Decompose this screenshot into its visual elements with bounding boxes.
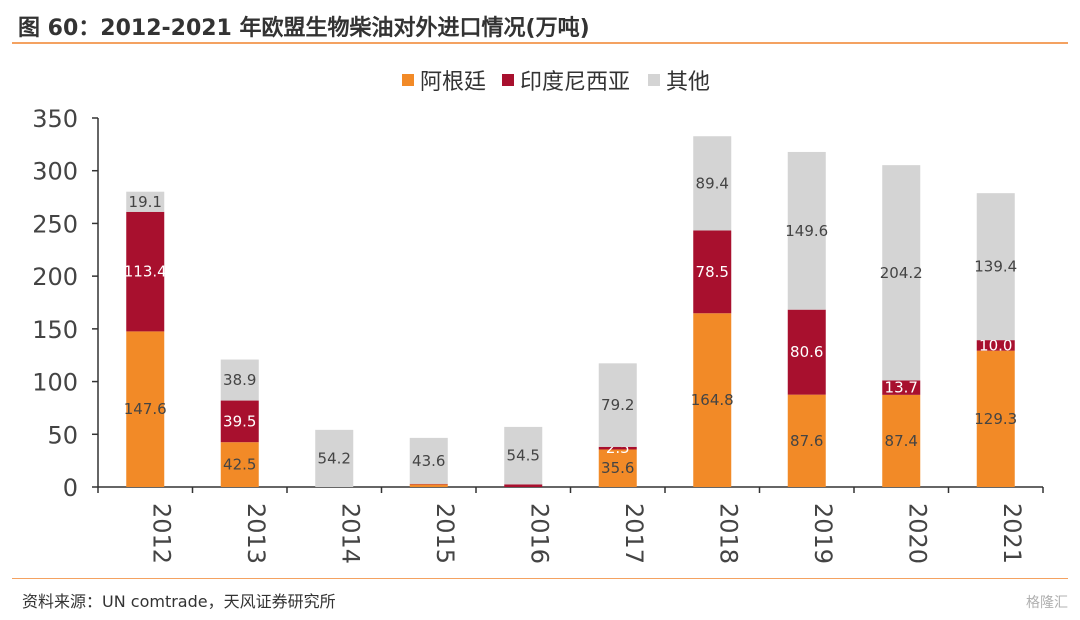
stacked-bar-chart: 0 50 100 150 200 250 300 350 147.6 113.4 19.1 2012 4…	[32, 105, 1044, 564]
y-tick-label: 150	[32, 316, 78, 344]
data-label: 87.4	[885, 432, 918, 450]
data-label: 80.6	[790, 343, 823, 361]
x-tick-label: 2013	[242, 503, 270, 564]
bar-segment	[504, 484, 543, 487]
watermark: 格隆汇	[1026, 595, 1068, 611]
x-tick-label: 2021	[998, 503, 1026, 564]
bar-segment	[504, 426, 543, 485]
data-label: 164.8	[691, 391, 734, 409]
legend-swatch-indonesia	[502, 74, 514, 86]
legend-item-argentina: 阿根廷	[402, 64, 486, 96]
bar-segment	[882, 394, 921, 487]
bar-segment	[693, 313, 732, 487]
legend-label-argentina: 阿根廷	[420, 70, 487, 95]
bar-segment	[976, 350, 1015, 487]
bar-segment	[598, 449, 637, 487]
y-tick-label: 0	[63, 474, 78, 502]
bar-segment	[220, 400, 259, 443]
data-label: 38.9	[223, 371, 256, 389]
legend-label-other: 其他	[666, 70, 711, 95]
legend-swatch-argentina	[402, 74, 414, 86]
bar-segment	[315, 429, 354, 487]
data-label: 129.3	[974, 410, 1017, 428]
x-tick-label: 2014	[336, 503, 364, 564]
x-tick-label: 2012	[147, 503, 175, 564]
bar-segment	[787, 151, 826, 310]
data-label: 13.7	[885, 379, 918, 397]
bar-segment	[787, 394, 826, 487]
data-label: 54.5	[507, 447, 540, 465]
x-tick-label: 2019	[809, 503, 837, 564]
y-tick-label: 100	[32, 369, 78, 397]
legend-swatch-other	[648, 74, 660, 86]
bar-segment	[126, 191, 165, 212]
bar-segment	[598, 446, 637, 450]
footer-divider	[12, 578, 1068, 579]
data-label: 19.1	[129, 193, 162, 211]
source-note: 资料来源：UN comtrade，天风证券研究所	[22, 592, 336, 611]
x-tick-label: 2015	[431, 503, 459, 564]
figure-title: 图 60：2012-2021 年欧盟生物柴油对外进口情况(万吨)	[18, 16, 590, 41]
title-divider	[12, 42, 1068, 44]
bar-segment	[976, 340, 1015, 351]
x-tick-label: 2017	[620, 503, 648, 564]
data-label: 78.5	[696, 263, 729, 281]
data-label: 79.2	[601, 396, 634, 414]
data-label: 113.4	[124, 263, 167, 281]
legend-item-other: 其他	[648, 64, 710, 96]
data-label: 54.2	[318, 449, 351, 467]
bar-segment	[976, 193, 1015, 341]
data-label: 147.6	[124, 400, 167, 418]
legend-item-indonesia: 印度尼西亚	[502, 64, 630, 96]
bar-segment	[409, 483, 448, 485]
bar-segment	[882, 380, 921, 395]
y-tick-label: 350	[32, 105, 78, 133]
bar-segment	[598, 363, 637, 447]
data-label: 149.6	[785, 222, 828, 240]
y-tick-label: 200	[32, 263, 78, 291]
bar-segment	[220, 359, 259, 401]
bar-segment	[220, 442, 259, 487]
data-label: 204.2	[880, 264, 923, 282]
data-label: 43.6	[412, 452, 445, 470]
x-tick-label: 2018	[714, 503, 742, 564]
x-tick-label: 2016	[525, 503, 553, 564]
bar-segment	[126, 331, 165, 487]
data-label: 87.6	[790, 432, 823, 450]
data-label: 35.6	[601, 459, 634, 477]
bar-segment	[787, 309, 826, 395]
data-label: 42.5	[223, 456, 256, 474]
legend-label-indonesia: 印度尼西亚	[520, 70, 631, 95]
bar-segment	[693, 230, 732, 314]
y-tick-label: 50	[47, 421, 78, 449]
data-label: 10.0	[979, 336, 1012, 354]
y-tick-label: 300	[32, 158, 78, 186]
bar-segment	[693, 136, 732, 231]
bar-segment	[409, 484, 448, 487]
data-label: 139.4	[974, 258, 1017, 276]
y-tick-label: 250	[32, 210, 78, 238]
data-label: 39.5	[223, 412, 256, 430]
data-label: 89.4	[696, 174, 729, 192]
bar-segment	[409, 437, 448, 484]
chart-legend: 阿根廷 印度尼西亚 其他	[0, 64, 1080, 96]
bar-segment	[126, 211, 165, 332]
bar-segment	[882, 165, 921, 381]
x-tick-label: 2020	[903, 503, 931, 564]
